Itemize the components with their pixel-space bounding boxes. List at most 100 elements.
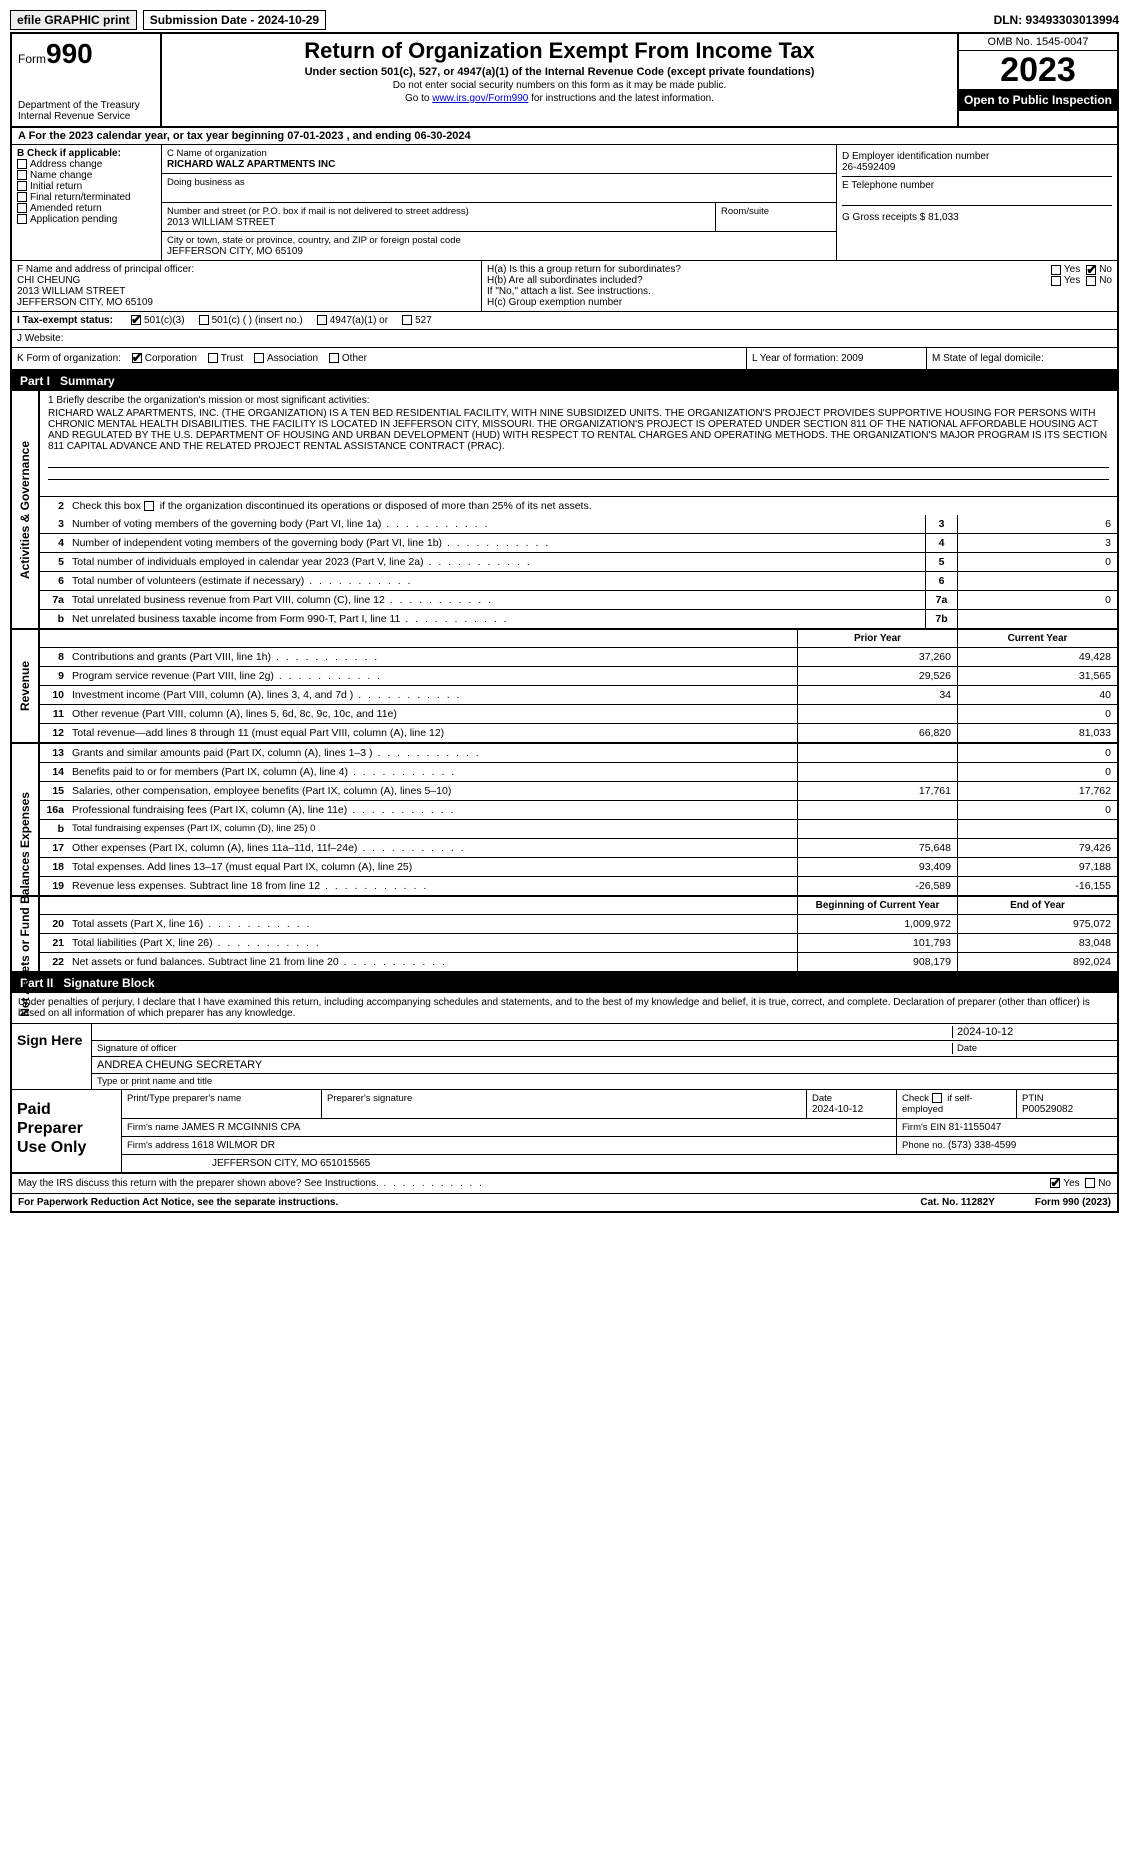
cb-ha-yes[interactable] (1051, 265, 1061, 275)
l18-desc: Total expenses. Add lines 13–17 (must eq… (68, 858, 797, 876)
ha-label: H(a) Is this a group return for subordin… (487, 264, 1051, 275)
submission-date: Submission Date - 2024-10-29 (143, 10, 326, 30)
l13-prior (797, 744, 957, 762)
preparer-label: Paid Preparer Use Only (12, 1090, 122, 1172)
l5-desc: Total number of individuals employed in … (68, 553, 925, 571)
cb-hb-yes[interactable] (1051, 276, 1061, 286)
cb-discuss-no[interactable] (1085, 1178, 1095, 1188)
cb-other[interactable] (329, 353, 339, 363)
efile-button[interactable]: efile GRAPHIC print (10, 10, 137, 30)
period-label-a: A For the 2023 calendar year, or tax yea… (18, 130, 287, 142)
l6-val (957, 572, 1117, 590)
l11-desc: Other revenue (Part VIII, column (A), li… (68, 705, 797, 723)
dln-label: DLN: 93493303013994 (994, 13, 1119, 27)
l15-curr: 17,762 (957, 782, 1117, 800)
form-990-frame: Form990 Department of the Treasury Inter… (10, 32, 1119, 1213)
l3-val: 6 (957, 515, 1117, 533)
cb-app-pending[interactable] (17, 214, 27, 224)
l16b-desc: Total fundraising expenses (Part IX, col… (68, 820, 797, 838)
period-end: 06-30-2024 (414, 130, 470, 142)
sign-date: 2024-10-12 (952, 1026, 1112, 1038)
cb-initial-return[interactable] (17, 181, 27, 191)
cb-corp[interactable] (132, 353, 142, 363)
org-name: RICHARD WALZ APARTMENTS INC (167, 159, 831, 170)
l18-curr: 97,188 (957, 858, 1117, 876)
firm-phone-label: Phone no. (902, 1140, 948, 1151)
prep-sig-h: Preparer's signature (327, 1093, 801, 1104)
firm-ein-label: Firm's EIN (902, 1122, 949, 1133)
l17-curr: 79,426 (957, 839, 1117, 857)
hb-note: If "No," attach a list. See instructions… (487, 286, 1112, 297)
irs-link[interactable]: www.irs.gov/Form990 (432, 93, 528, 104)
l17-desc: Other expenses (Part IX, column (A), lin… (68, 839, 797, 857)
l14-desc: Benefits paid to or for members (Part IX… (68, 763, 797, 781)
l16b-shade-a (797, 820, 957, 838)
dept-label: Department of the Treasury Internal Reve… (18, 100, 154, 122)
form-subtitle: Under section 501(c), 527, or 4947(a)(1)… (170, 66, 949, 78)
cb-final-return[interactable] (17, 192, 27, 202)
l11-curr: 0 (957, 705, 1117, 723)
firm-ein: 81-1155047 (949, 1122, 1002, 1133)
officer-addr1: 2013 WILLIAM STREET (17, 286, 476, 297)
mission-label: 1 Briefly describe the organization's mi… (48, 395, 1109, 406)
cb-amended-label: Amended return (30, 203, 102, 214)
l22-b: 892,024 (957, 953, 1117, 971)
dba-label: Doing business as (167, 177, 831, 188)
l12-prior: 66,820 (797, 724, 957, 742)
cb-amended[interactable] (17, 203, 27, 213)
cb-527[interactable] (402, 315, 412, 325)
goto-suffix: for instructions and the latest informat… (528, 93, 714, 104)
cb-4947[interactable] (317, 315, 327, 325)
prep-name-h: Print/Type preparer's name (127, 1093, 316, 1104)
l7b-box: 7b (925, 610, 957, 628)
cb-501c[interactable] (199, 315, 209, 325)
l19-desc: Revenue less expenses. Subtract line 18 … (68, 877, 797, 895)
firm-phone: (573) 338-4599 (948, 1140, 1016, 1151)
cb-trust[interactable] (208, 353, 218, 363)
cb-discuss-yes[interactable] (1050, 1178, 1060, 1188)
paperwork-notice: For Paperwork Reduction Act Notice, see … (18, 1197, 880, 1208)
col-current: Current Year (957, 630, 1117, 647)
suite-label: Room/suite (721, 206, 831, 217)
city-value: JEFFERSON CITY, MO 65109 (167, 246, 831, 257)
cb-final-return-label: Final return/terminated (30, 192, 131, 203)
cb-address-change[interactable] (17, 159, 27, 169)
ein-value: 26-4592409 (842, 162, 1112, 173)
cb-501c3[interactable] (131, 315, 141, 325)
l7a-desc: Total unrelated business revenue from Pa… (68, 591, 925, 609)
sign-name: ANDREA CHEUNG SECRETARY (97, 1059, 1112, 1071)
cb-ha-no[interactable] (1086, 265, 1096, 275)
part1-label: Part I (20, 374, 50, 388)
l5-box: 5 (925, 553, 957, 571)
l15-desc: Salaries, other compensation, employee b… (68, 782, 797, 800)
cb-hb-no[interactable] (1086, 276, 1096, 286)
sign-name-label: Type or print name and title (97, 1076, 1112, 1087)
l22-desc: Net assets or fund balances. Subtract li… (68, 953, 797, 971)
cb-name-change-label: Name change (30, 170, 92, 181)
l19-prior: -26,589 (797, 877, 957, 895)
cb-assoc[interactable] (254, 353, 264, 363)
part1-title: Summary (60, 374, 115, 388)
period-label-b: , and ending (347, 130, 415, 142)
l4-desc: Number of independent voting members of … (68, 534, 925, 552)
period-begin: 07-01-2023 (287, 130, 343, 142)
l2-desc: Check this box if the organization disco… (72, 500, 592, 512)
omb-number: OMB No. 1545-0047 (959, 34, 1117, 51)
l5-val: 0 (957, 553, 1117, 571)
l21-b: 83,048 (957, 934, 1117, 952)
city-label: City or town, state or province, country… (167, 235, 831, 246)
l8-curr: 49,428 (957, 648, 1117, 666)
cb-self-employed[interactable] (932, 1093, 942, 1103)
l9-desc: Program service revenue (Part VIII, line… (68, 667, 797, 685)
l22-a: 908,179 (797, 953, 957, 971)
l21-a: 101,793 (797, 934, 957, 952)
l3-desc: Number of voting members of the governin… (68, 515, 925, 533)
cb-app-pending-label: Application pending (30, 214, 117, 225)
form-title: Return of Organization Exempt From Incom… (170, 38, 949, 64)
firm-addr2: JEFFERSON CITY, MO 651015565 (122, 1155, 1117, 1172)
hc-label: H(c) Group exemption number (487, 297, 1112, 308)
cb-name-change[interactable] (17, 170, 27, 180)
gross-receipts-label: G Gross receipts $ (842, 212, 928, 223)
cb-discontinued[interactable] (144, 501, 154, 511)
domicile-label: M State of legal domicile: (932, 353, 1044, 364)
